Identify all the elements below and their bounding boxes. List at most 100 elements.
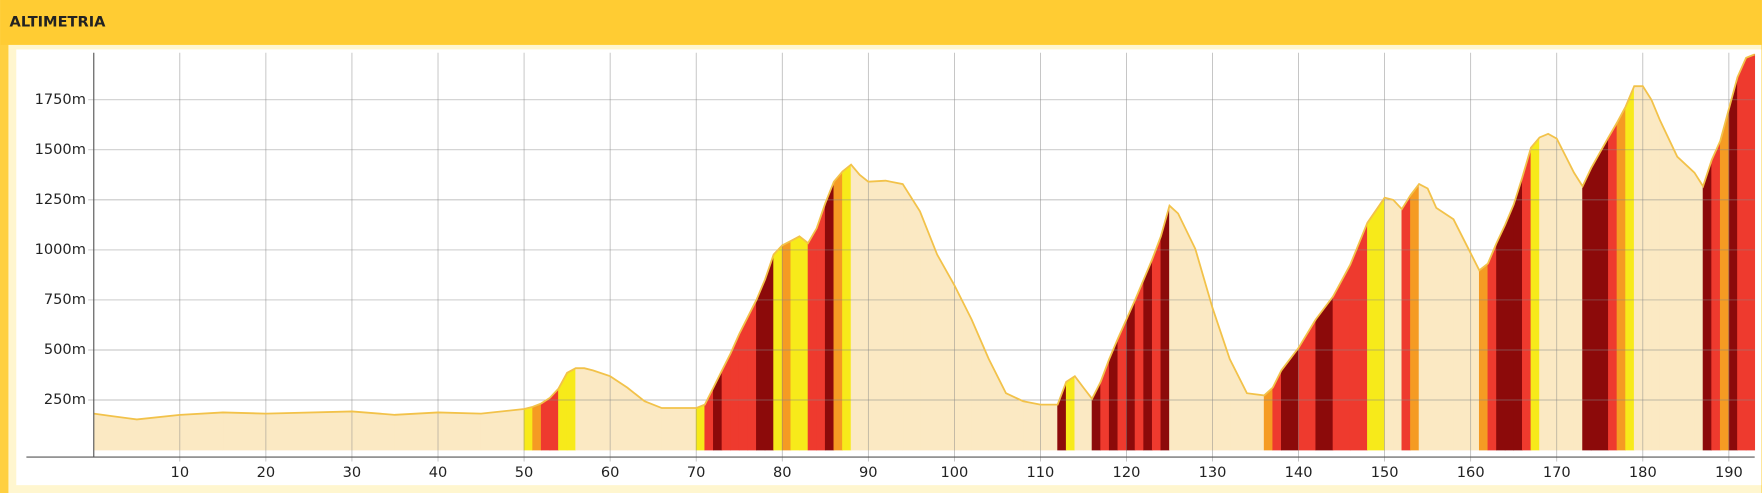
gradient-segment [1513,177,1523,451]
gradient-segment [1711,140,1721,451]
gradient-segment [1719,108,1730,451]
gradient-segment [1410,183,1420,451]
gradient-segment [1367,196,1385,451]
x-tick-label: 150 [1371,464,1399,481]
gradient-segment [1065,375,1076,451]
gradient-segment [1022,400,1041,451]
gradient-segment [738,316,749,451]
gradient-segment [1504,204,1515,451]
gradient-segment [790,235,800,451]
gradient-segment [523,406,534,451]
gradient-segment [1582,167,1592,451]
gradient-segment [575,367,585,451]
gradient-segment [93,413,112,451]
x-tick-label: 20 [257,464,276,481]
gradient-segment [1040,404,1058,451]
x-tick-label: 90 [859,464,878,481]
gradient-segment [1126,299,1136,451]
gradient-segment [1177,213,1196,451]
gradient-segment [824,181,835,451]
gradient-segment [1418,183,1429,451]
gradient-segment [437,412,482,451]
gradient-segment [816,203,826,451]
gradient-segment [1169,204,1179,451]
gradient-segment [833,170,843,451]
y-tick-label: 750m [44,291,86,308]
gradient-segment [222,412,267,451]
gradient-segment [480,408,525,451]
gradient-segment [1478,262,1489,451]
gradient-segment [1590,136,1609,451]
gradient-segment [1134,279,1145,451]
gradient-segment [1530,136,1540,451]
gradient-segment [1556,138,1575,451]
panel-title: ALTIMETRIA [10,13,107,30]
gradient-segment [179,412,224,451]
x-tick-label: 110 [1027,464,1055,481]
gradient-segment [644,400,663,451]
gradient-segment [902,182,921,451]
y-tick-label: 1500m [35,141,86,158]
gradient-segment [1651,99,1661,451]
gradient-segment [583,367,594,451]
gradient-segment [351,411,396,451]
x-tick-label: 100 [940,464,968,481]
gradient-segment [549,387,559,451]
gradient-segment [756,279,766,451]
gradient-segment [807,227,817,451]
gradient-segment [394,412,439,451]
gradient-segment [1392,199,1403,451]
gradient-segment [592,369,611,451]
gradient-segment [661,407,697,451]
y-tick-label: 1250m [35,191,86,208]
x-tick-label: 50 [515,464,534,481]
x-tick-label: 10 [171,464,190,481]
gradient-segment [842,163,852,451]
gradient-segment [1608,121,1618,451]
gradient-segment [1642,85,1652,451]
x-tick-label: 60 [601,464,620,481]
gradient-segment [1435,207,1454,451]
gradient-segment [609,375,628,451]
gradient-segment [1453,219,1472,451]
panel-header [0,0,1762,45]
gradient-segment [1573,171,1583,451]
gradient-segment [1246,392,1265,451]
x-tick-label: 120 [1113,464,1141,481]
x-tick-label: 80 [773,464,792,481]
gradient-segment [1315,295,1334,451]
gradient-segment [1702,159,1713,451]
gradient-segment [764,254,774,451]
gradient-segment [781,240,792,451]
gradient-segment [1659,120,1678,451]
gradient-segment [1384,197,1394,451]
gradient-segment [110,415,138,451]
x-tick-label: 160 [1457,464,1485,481]
gradient-segment [1539,133,1549,451]
y-tick-label: 1000m [35,241,86,258]
gradient-segment [532,402,542,451]
gradient-segment [1427,188,1437,451]
x-tick-label: 70 [687,464,706,481]
x-tick-label: 40 [429,464,448,481]
plot: 250m 500m 750m 1000m 1250m 1500m 1750m 10 20 30 40… [26,52,1756,481]
gradient-segment [1547,133,1558,451]
gradient-segment [1143,258,1153,451]
gradient-segment [1151,236,1162,451]
gradient-segment [867,180,886,451]
x-tick-label: 190 [1715,464,1743,481]
x-tick-label: 130 [1199,464,1227,481]
gradient-segment [1745,53,1756,451]
gradient-segment [1263,386,1274,451]
elevation-line [93,53,1756,421]
y-tick-label: 500m [44,341,86,358]
gradient-segment [566,367,577,451]
gradient-segment [1005,392,1024,451]
y-tick-label: 1750m [35,91,86,108]
x-tick-label: 30 [343,464,362,481]
gradient-segment [1728,77,1738,451]
gradient-segment [773,244,783,451]
gradient-segment [936,253,955,451]
gradient-segment [540,397,551,451]
